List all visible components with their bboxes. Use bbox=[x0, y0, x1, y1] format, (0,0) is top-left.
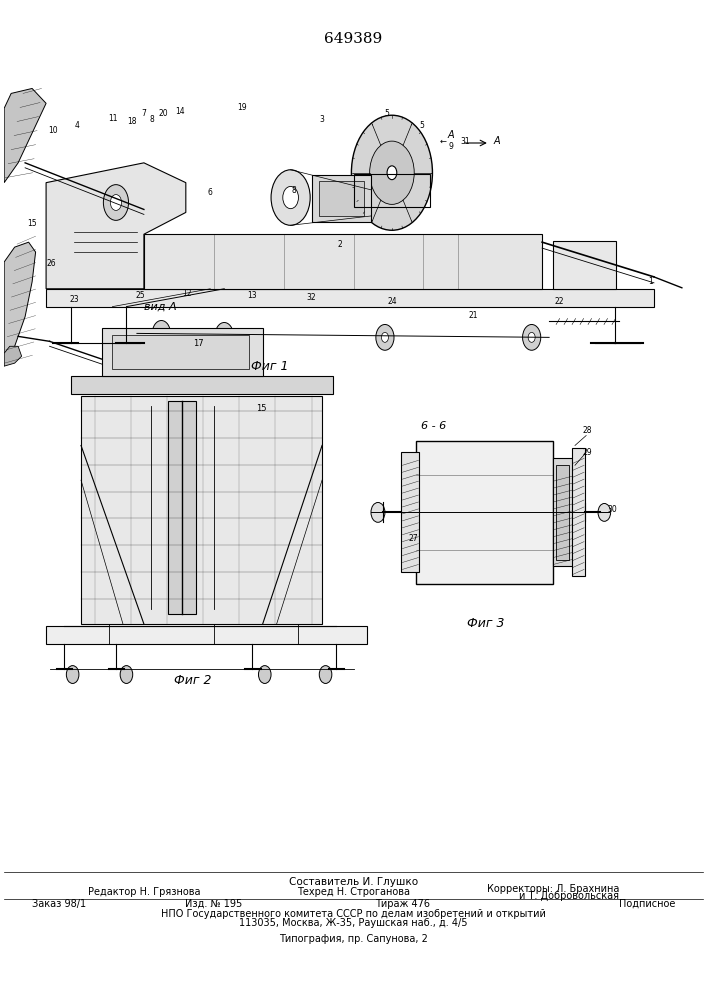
Text: 15: 15 bbox=[256, 404, 267, 413]
Text: 12: 12 bbox=[182, 289, 192, 298]
Text: 8: 8 bbox=[292, 186, 296, 195]
Text: 5: 5 bbox=[385, 109, 390, 118]
Polygon shape bbox=[81, 396, 322, 624]
Text: Техред Н. Строганова: Техред Н. Строганова bbox=[297, 887, 410, 897]
Bar bbox=[144, 234, 542, 289]
Text: 7: 7 bbox=[141, 109, 146, 118]
Polygon shape bbox=[46, 163, 186, 289]
Text: 22: 22 bbox=[555, 297, 564, 306]
Text: ←: ← bbox=[440, 137, 446, 146]
Text: 23: 23 bbox=[69, 295, 79, 304]
Bar bbox=[401, 452, 419, 572]
Text: 5: 5 bbox=[419, 121, 424, 130]
Circle shape bbox=[271, 170, 310, 225]
Text: 31: 31 bbox=[460, 137, 470, 146]
Text: 14: 14 bbox=[175, 107, 185, 116]
Text: Подписное: Подписное bbox=[619, 899, 675, 909]
Text: НПО Государственного комитета СССР по делам изобретений и открытий: НПО Государственного комитета СССР по де… bbox=[161, 909, 546, 919]
Bar bbox=[312, 175, 371, 222]
Circle shape bbox=[283, 186, 298, 209]
Circle shape bbox=[528, 332, 535, 342]
Circle shape bbox=[522, 324, 541, 350]
Text: A: A bbox=[493, 136, 500, 146]
Text: Тираж 476: Тираж 476 bbox=[375, 899, 430, 909]
Bar bbox=[319, 181, 364, 216]
Text: 25: 25 bbox=[136, 291, 145, 300]
Text: Фиг 2: Фиг 2 bbox=[174, 674, 211, 687]
Bar bbox=[553, 458, 573, 566]
Circle shape bbox=[371, 502, 385, 522]
Text: 28: 28 bbox=[583, 426, 592, 435]
Text: Типография, пр. Сапунова, 2: Типография, пр. Сапунова, 2 bbox=[279, 934, 428, 944]
Bar bbox=[102, 328, 263, 376]
Circle shape bbox=[158, 328, 165, 338]
Circle shape bbox=[382, 332, 388, 342]
Text: 24: 24 bbox=[387, 297, 397, 306]
Text: Корректоры: Л. Брахнина: Корректоры: Л. Брахнина bbox=[486, 884, 619, 894]
Text: 3: 3 bbox=[320, 115, 325, 124]
Text: вид A: вид A bbox=[144, 302, 177, 312]
Text: 18: 18 bbox=[127, 117, 136, 126]
Text: 6 - 6: 6 - 6 bbox=[421, 421, 447, 431]
Circle shape bbox=[215, 322, 233, 348]
Text: 13: 13 bbox=[247, 291, 257, 300]
Polygon shape bbox=[4, 242, 35, 366]
Circle shape bbox=[351, 115, 433, 230]
Circle shape bbox=[110, 195, 122, 210]
Text: 6: 6 bbox=[208, 188, 213, 197]
Circle shape bbox=[320, 666, 332, 683]
Circle shape bbox=[66, 666, 79, 683]
Text: 10: 10 bbox=[48, 126, 58, 135]
Text: Фиг 3: Фиг 3 bbox=[467, 617, 505, 630]
Circle shape bbox=[370, 141, 414, 204]
Bar bbox=[572, 448, 585, 576]
Bar bbox=[112, 335, 249, 369]
Bar bbox=[416, 440, 553, 584]
Text: 29: 29 bbox=[583, 448, 592, 457]
Text: Редактор Н. Грязнова: Редактор Н. Грязнова bbox=[88, 887, 201, 897]
Circle shape bbox=[387, 166, 397, 180]
Text: 26: 26 bbox=[47, 259, 57, 268]
Text: 19: 19 bbox=[237, 103, 247, 112]
Circle shape bbox=[120, 666, 133, 683]
Text: Фиг 1: Фиг 1 bbox=[251, 360, 288, 373]
Text: и Т. Добровольская: и Т. Добровольская bbox=[519, 891, 619, 901]
Text: 32: 32 bbox=[307, 293, 317, 302]
Text: 8: 8 bbox=[150, 115, 155, 124]
Bar bbox=[46, 626, 368, 644]
Bar bbox=[46, 289, 654, 307]
Bar bbox=[556, 465, 568, 560]
Text: 2: 2 bbox=[337, 240, 342, 249]
Text: 15: 15 bbox=[28, 219, 37, 228]
Text: Изд. № 195: Изд. № 195 bbox=[185, 899, 243, 909]
Text: 9: 9 bbox=[449, 142, 454, 151]
Bar bbox=[553, 241, 616, 289]
Circle shape bbox=[259, 666, 271, 683]
Text: 17: 17 bbox=[193, 339, 204, 348]
Circle shape bbox=[152, 321, 170, 346]
Circle shape bbox=[598, 503, 611, 521]
Bar bbox=[71, 376, 332, 394]
Circle shape bbox=[376, 324, 394, 350]
Text: 1: 1 bbox=[648, 277, 653, 286]
Text: 20: 20 bbox=[158, 109, 168, 118]
Circle shape bbox=[221, 330, 228, 340]
Bar bbox=[168, 401, 197, 614]
Text: Заказ 98/1: Заказ 98/1 bbox=[32, 899, 86, 909]
Bar bbox=[354, 174, 431, 207]
Text: 649389: 649389 bbox=[325, 32, 382, 46]
Text: 27: 27 bbox=[408, 534, 418, 543]
Polygon shape bbox=[4, 88, 46, 183]
Text: 113035, Москва, Ж-35, Раушская наб., д. 4/5: 113035, Москва, Ж-35, Раушская наб., д. … bbox=[239, 918, 468, 928]
Text: 11: 11 bbox=[107, 114, 117, 123]
Text: Составитель И. Глушко: Составитель И. Глушко bbox=[289, 877, 418, 887]
Text: 21: 21 bbox=[469, 311, 479, 320]
Polygon shape bbox=[4, 346, 22, 366]
Text: 30: 30 bbox=[607, 505, 617, 514]
Circle shape bbox=[103, 185, 129, 220]
Text: 4: 4 bbox=[75, 121, 80, 130]
Text: A: A bbox=[448, 130, 455, 140]
